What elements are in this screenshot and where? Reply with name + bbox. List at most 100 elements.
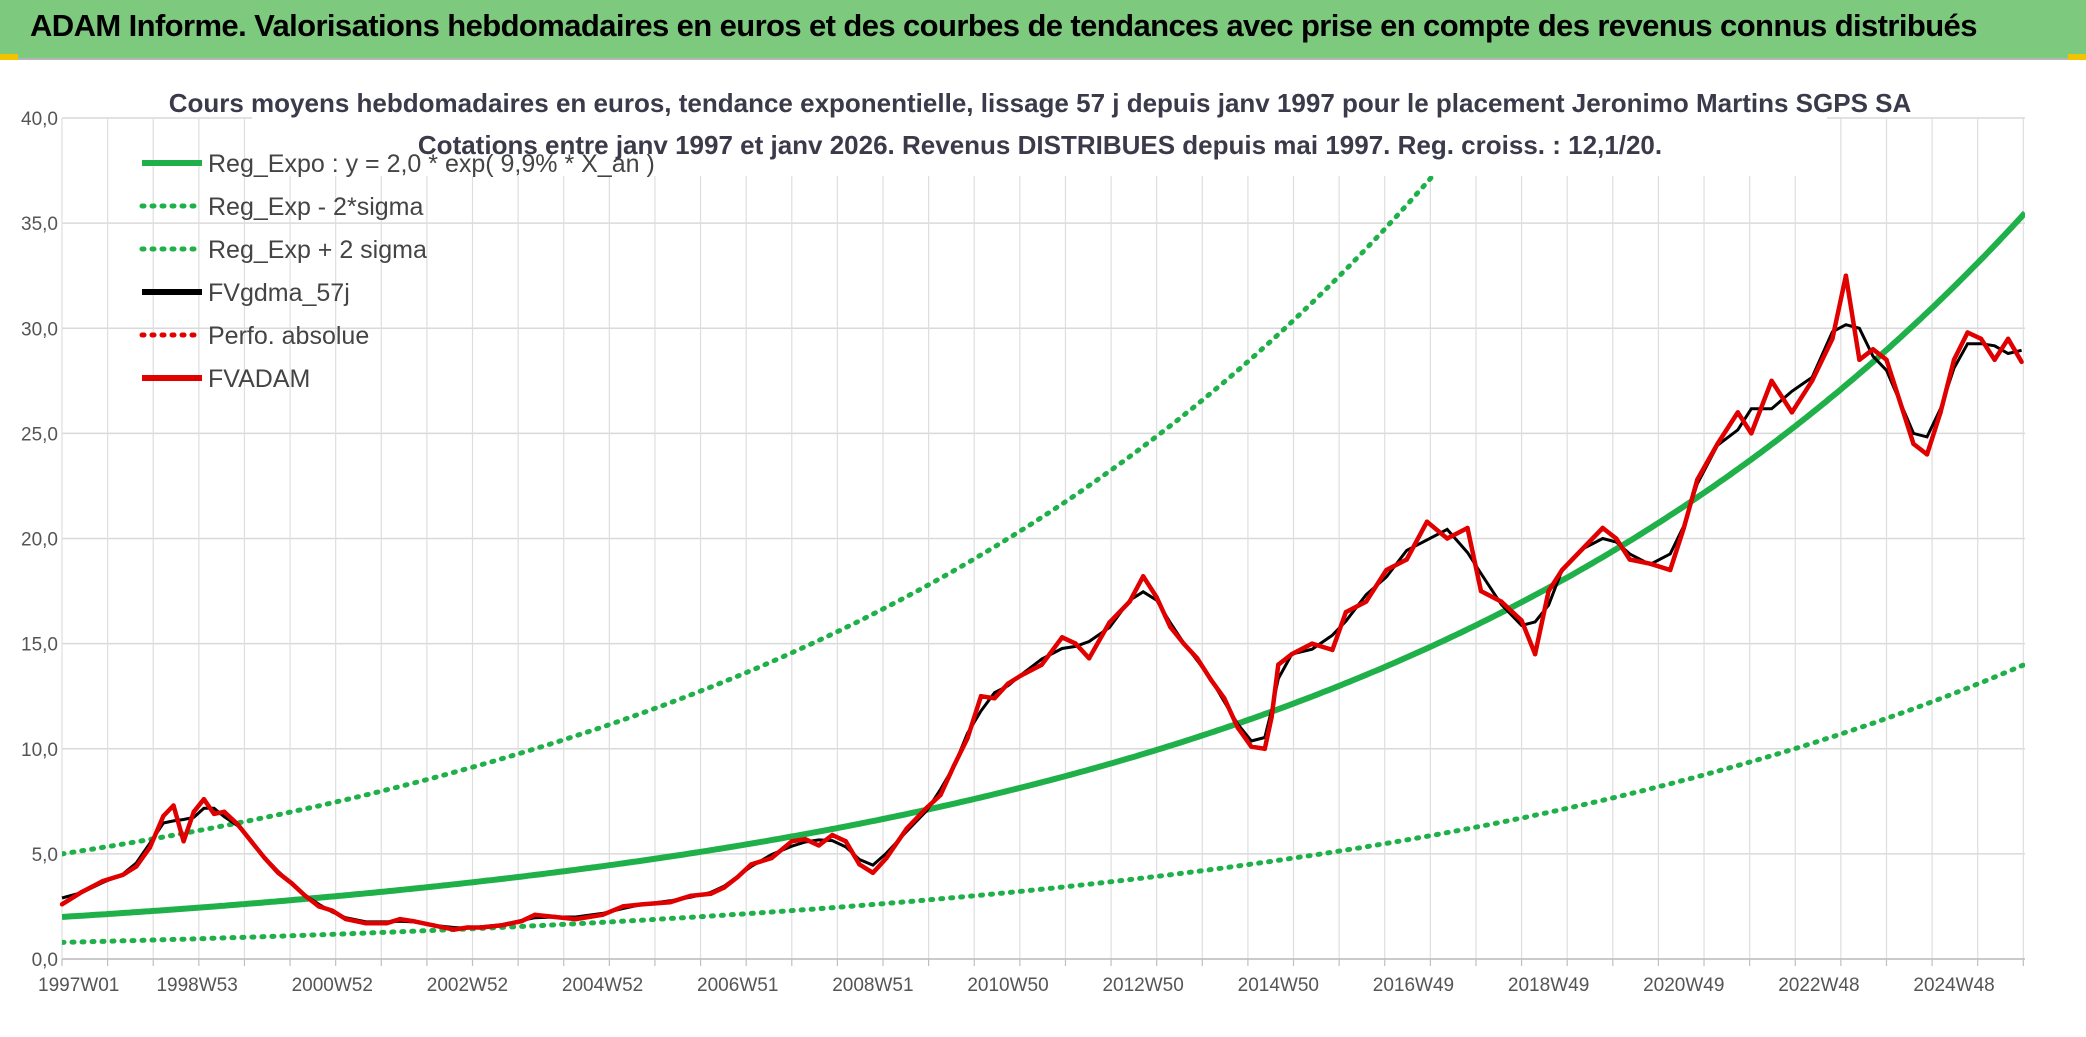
fvadam-point [749, 862, 754, 867]
fvadam-point [363, 921, 369, 926]
price-chart: 0,0 5,0 10,0 15,0 20,0 25,0 30,0 35,0 40,0 1997W0… [0, 60, 2086, 1037]
fvadam-point [59, 902, 65, 907]
fvadam-point [343, 916, 349, 922]
series-line-reg-exp-2-sigma [62, 118, 1485, 857]
fvadam-point [924, 805, 930, 810]
fvadam-point [181, 839, 186, 844]
corner-mark-left [0, 54, 18, 60]
fvadam-point [289, 881, 294, 886]
y-tick-label: 40,0 [21, 109, 58, 130]
fvadam-point [1532, 651, 1538, 657]
fvadam-point [1289, 651, 1295, 657]
fvadam-point [1519, 618, 1524, 623]
fvadam-point [1073, 641, 1078, 646]
fvadam-point [316, 904, 321, 909]
fvadam-point [830, 832, 835, 838]
fvadam-point [1559, 567, 1565, 573]
fvadam-point [451, 927, 457, 932]
fvadam-point [1992, 357, 1997, 362]
fvadam-point [1749, 431, 1754, 436]
fvadam-point [803, 836, 808, 842]
x-tick-label: 2000W52 [292, 975, 373, 996]
fvadam-point [553, 914, 558, 920]
fvadam-point [120, 872, 126, 878]
fvadam-point [1262, 746, 1268, 751]
fvadam-point [1830, 336, 1835, 341]
fvadam-point [1424, 519, 1430, 524]
fvadam-point [1019, 672, 1024, 678]
x-tick-label: 2010W50 [967, 975, 1048, 996]
fvadam-point [1309, 641, 1315, 646]
fvadam-point [1613, 536, 1619, 541]
x-tick-label: 2008W51 [832, 975, 913, 996]
fvadam-point [938, 792, 943, 798]
fvadam-point [857, 862, 862, 867]
fvadam-point [1005, 681, 1011, 686]
fvadam-point [1235, 725, 1240, 730]
fvadam-point [201, 797, 207, 802]
fvadam-point [465, 925, 470, 930]
chart-axes: 0,0 5,0 10,0 15,0 20,0 25,0 30,0 35,0 40,0 1997W0… [21, 109, 2025, 996]
fvadam-point [211, 811, 217, 817]
fvadam-point [769, 855, 774, 861]
series-line-reg-expo-y-2-0-exp-9-9-x-an [62, 210, 2025, 920]
fvadam-point [1965, 330, 1970, 335]
fvadam-point [1059, 635, 1065, 640]
x-tick-label: 2012W50 [1102, 975, 1183, 996]
fvadam-point [1181, 641, 1186, 646]
series-layer [59, 118, 2025, 945]
y-tick-label: 20,0 [21, 530, 58, 551]
fvadam-point [478, 925, 484, 930]
fvadam-point [1039, 662, 1045, 667]
fvadam-point [1445, 536, 1450, 541]
y-tick-label: 10,0 [21, 740, 58, 761]
fvadam-point [904, 826, 909, 831]
fvadam-point [843, 839, 849, 844]
series-line-reg-exp-2-sigma [62, 661, 2025, 945]
fvadam-point [1627, 557, 1632, 562]
fvadam-point [978, 693, 984, 699]
fvadam-point [667, 900, 673, 905]
fvadam-point [708, 891, 713, 897]
x-tick-label: 2024W48 [1913, 975, 1994, 996]
fvadam-point [1870, 347, 1876, 352]
y-tick-label: 0,0 [32, 950, 58, 971]
y-tick-label: 5,0 [32, 845, 58, 866]
fvadam-point [1809, 378, 1815, 384]
fvadam-point [1978, 336, 1984, 341]
fvadam-point [688, 893, 693, 899]
fvadam-point [303, 893, 308, 899]
fvadam-point [870, 870, 876, 875]
fvadam-point [147, 845, 153, 850]
fvadam-point [384, 921, 389, 926]
x-tick-label: 2014W50 [1238, 975, 1319, 996]
fvadam-point [1249, 744, 1254, 749]
fvadam-point [171, 803, 176, 808]
legend-label-reg-exp-2-sigma: Reg_Exp + 2 sigma [208, 236, 427, 264]
legend-label-fvadam: FVADAM [208, 365, 310, 393]
fvadam-point [431, 923, 436, 928]
fvadam-point [1695, 477, 1700, 482]
fvadam-point [1735, 410, 1741, 415]
fvadam-point [1924, 452, 1930, 457]
legend-label-fvgdma-57j: FVgdma_57j [208, 279, 350, 307]
fvadam-point [573, 916, 578, 922]
fvadam-point [1857, 357, 1862, 362]
x-tick-label: 2022W48 [1778, 975, 1859, 996]
fvadam-point [1154, 595, 1159, 600]
fvadam-point [221, 809, 227, 815]
fvadam-point [1404, 557, 1409, 562]
y-tick-label: 30,0 [21, 319, 58, 340]
fvadam-point [1384, 567, 1389, 573]
fvadam-point [2019, 359, 2024, 365]
fvadam-point [1140, 574, 1146, 579]
fvadam-point [816, 843, 822, 848]
fvadam-point [951, 763, 957, 768]
fvadam-point [1843, 273, 1849, 278]
fvadam-point [1086, 656, 1092, 661]
fvadam-point [191, 809, 196, 815]
fvadam-point [1208, 677, 1213, 682]
fvadam-point [161, 813, 166, 819]
fvadam-point [262, 855, 267, 861]
